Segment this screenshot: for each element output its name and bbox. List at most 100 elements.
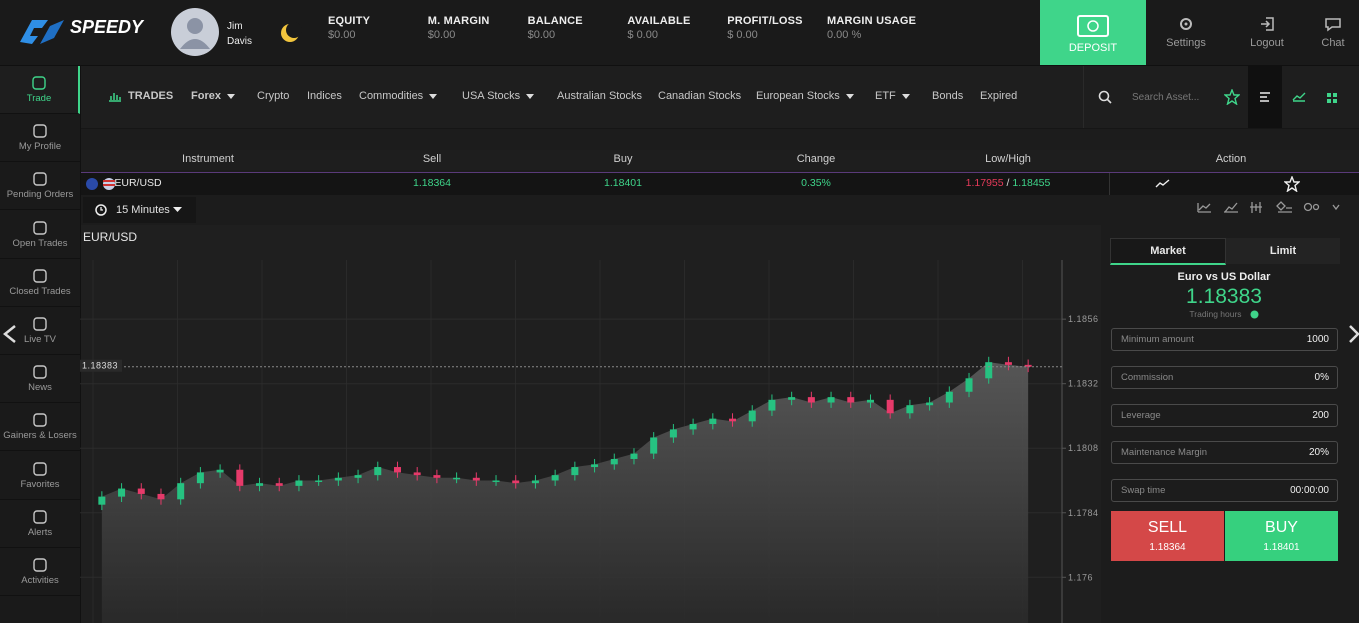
nav-label: USA Stocks — [462, 90, 521, 102]
asset-nav: TRADES Forex Crypto Indices Commodities USA … — [81, 66, 1359, 129]
candle-body — [886, 399, 894, 414]
change: 0.35% — [801, 177, 831, 189]
order-field[interactable]: Maintenance Margin 20% — [1111, 441, 1338, 465]
limit-tab[interactable]: Limit — [1226, 238, 1340, 264]
settings-label: Settings — [1166, 37, 1206, 49]
candle-body — [748, 410, 756, 422]
candle-body — [768, 399, 776, 411]
market-tab[interactable]: Market — [1110, 238, 1226, 265]
sidebar-item[interactable]: News — [0, 355, 80, 404]
prev-arrow[interactable] — [2, 324, 18, 344]
nav-item[interactable]: Canadian Stocks — [658, 90, 741, 102]
chat-button[interactable]: Chat — [1298, 16, 1359, 49]
sidebar-item[interactable]: Trade — [0, 66, 80, 114]
next-arrow[interactable] — [1347, 324, 1359, 344]
table-row[interactable]: EUR/USD 1.18364 1.18401 0.35% 1.17955 / … — [81, 172, 1359, 195]
candle-body — [945, 391, 953, 403]
sidebar-item[interactable]: My Profile — [0, 114, 80, 163]
order-field[interactable]: Swap time 00:00:00 — [1111, 479, 1338, 503]
field-label: Commission — [1121, 371, 1174, 383]
stat: PROFIT/LOSS $ 0.00 — [727, 15, 803, 41]
stat: AVAILABLE $ 0.00 — [627, 15, 690, 41]
order-field[interactable]: Commission 0% — [1111, 365, 1338, 389]
current-price-box — [80, 359, 122, 372]
deposit-button[interactable]: DEPOSIT — [1040, 0, 1146, 65]
candle-body — [512, 480, 520, 484]
sidebar-label: News — [28, 382, 52, 394]
chart-tools[interactable] — [1195, 200, 1345, 216]
nav-label: Commodities — [359, 90, 424, 102]
logout-button[interactable]: Logout — [1232, 16, 1302, 49]
sidebar-item[interactable]: Pending Orders — [0, 162, 80, 211]
buy-button[interactable]: BUY 1.18401 — [1225, 511, 1338, 561]
candle-body — [492, 480, 500, 482]
sidebar-item[interactable]: Activities — [0, 548, 80, 596]
theme-toggle[interactable] — [278, 21, 302, 45]
search[interactable]: Search Asset... — [1083, 66, 1217, 128]
stat-label: M. MARGIN — [427, 15, 490, 27]
sidebar-item[interactable]: Live TV — [0, 307, 80, 355]
nav-item[interactable]: Bonds — [932, 90, 963, 102]
candle-body — [236, 469, 244, 486]
current-price: 1.18383 — [1186, 285, 1262, 308]
nav-item[interactable]: ETF — [875, 90, 910, 102]
view-line[interactable] — [1292, 92, 1306, 102]
sidebar-item[interactable]: Open Trades — [0, 211, 80, 259]
nav-item[interactable]: Commodities — [359, 90, 438, 102]
deposit-label: DEPOSIT — [1068, 42, 1118, 54]
sidebar-item[interactable]: Gainers & Losers — [0, 403, 80, 452]
current-price-label: 1.18383 — [82, 361, 118, 371]
candle-body — [827, 397, 835, 403]
avatar[interactable] — [170, 7, 220, 57]
candle-body — [847, 397, 855, 403]
logo[interactable]: SPEEDY — [18, 14, 168, 50]
sidebar-label: Gainers & Losers — [3, 430, 77, 442]
order-field[interactable]: Minimum amount 1000 — [1111, 328, 1338, 351]
sidebar-icon — [33, 510, 47, 524]
nav-item[interactable]: Australian Stocks — [557, 90, 642, 102]
sidebar-item[interactable]: Favorites — [0, 452, 80, 500]
candle-body — [591, 464, 599, 468]
field-value: 20% — [1308, 447, 1329, 459]
user-first: Jim — [227, 21, 243, 32]
candle-body — [177, 483, 185, 500]
candle-body — [788, 397, 796, 400]
separator: / — [1006, 177, 1010, 189]
nav-item[interactable]: USA Stocks — [462, 90, 535, 102]
view-grid[interactable] — [1326, 92, 1338, 104]
interval-select[interactable]: 15 Minutes — [83, 197, 196, 223]
candle-body — [295, 480, 303, 486]
sell-button[interactable]: SELL 1.18364 — [1111, 511, 1224, 561]
view-list[interactable] — [1248, 66, 1282, 128]
favorites-filter[interactable] — [1224, 89, 1240, 105]
buy-price: 1.18401 — [1263, 542, 1300, 553]
nav-label: Forex — [191, 90, 221, 102]
chart-action[interactable] — [1155, 178, 1171, 190]
stat: MARGIN USAGE 0.00 % — [827, 15, 916, 41]
nav-item[interactable]: Crypto — [257, 90, 289, 102]
favorite-action[interactable] — [1284, 176, 1300, 192]
caret — [429, 93, 438, 99]
candle-body — [393, 467, 401, 473]
caret — [845, 93, 854, 99]
sidebar-icon — [32, 76, 46, 90]
stat-label: AVAILABLE — [627, 15, 691, 27]
nav-item[interactable]: European Stocks — [756, 90, 854, 102]
trades-tab[interactable]: TRADES — [108, 90, 173, 102]
y-tick-label: 1.1784 — [1068, 508, 1099, 518]
nav-label: Expired — [980, 90, 1018, 102]
stat-label: MARGIN USAGE — [827, 15, 917, 27]
candle-body — [669, 429, 677, 438]
nav-item[interactable]: Indices — [307, 90, 342, 102]
trading-hours[interactable]: Trading hours — [1110, 309, 1338, 319]
sidebar-icon — [33, 317, 47, 331]
candle-body — [709, 418, 717, 425]
column-header: Action — [1215, 153, 1247, 165]
order-field[interactable]: Leverage 200 — [1111, 403, 1338, 427]
nav-item[interactable]: Expired — [980, 90, 1017, 102]
settings-button[interactable]: Settings — [1151, 16, 1221, 49]
sidebar-item[interactable]: Alerts — [0, 500, 80, 548]
nav-item[interactable]: Forex — [191, 90, 235, 102]
sidebar-item[interactable]: Closed Trades — [0, 259, 80, 307]
